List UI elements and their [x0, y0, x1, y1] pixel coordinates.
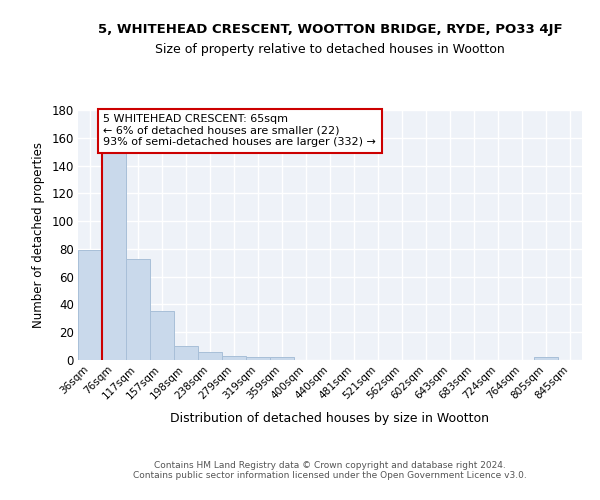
Bar: [174, 346, 198, 360]
Bar: [198, 352, 222, 360]
Text: 5, WHITEHEAD CRESCENT, WOOTTON BRIDGE, RYDE, PO33 4JF: 5, WHITEHEAD CRESCENT, WOOTTON BRIDGE, R…: [98, 22, 562, 36]
Bar: [102, 150, 126, 360]
Bar: [534, 357, 558, 360]
Text: Size of property relative to detached houses in Wootton: Size of property relative to detached ho…: [155, 42, 505, 56]
Text: Contains HM Land Registry data © Crown copyright and database right 2024.
Contai: Contains HM Land Registry data © Crown c…: [133, 460, 527, 480]
Bar: [150, 312, 174, 360]
Bar: [78, 250, 102, 360]
Bar: [270, 357, 294, 360]
Bar: [246, 357, 270, 360]
Y-axis label: Number of detached properties: Number of detached properties: [32, 142, 44, 328]
X-axis label: Distribution of detached houses by size in Wootton: Distribution of detached houses by size …: [170, 412, 490, 425]
Text: 5 WHITEHEAD CRESCENT: 65sqm
← 6% of detached houses are smaller (22)
93% of semi: 5 WHITEHEAD CRESCENT: 65sqm ← 6% of deta…: [103, 114, 376, 148]
Bar: [126, 258, 150, 360]
Bar: [222, 356, 246, 360]
